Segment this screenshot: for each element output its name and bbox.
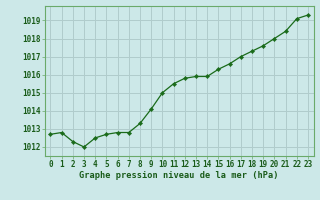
X-axis label: Graphe pression niveau de la mer (hPa): Graphe pression niveau de la mer (hPa) <box>79 171 279 180</box>
